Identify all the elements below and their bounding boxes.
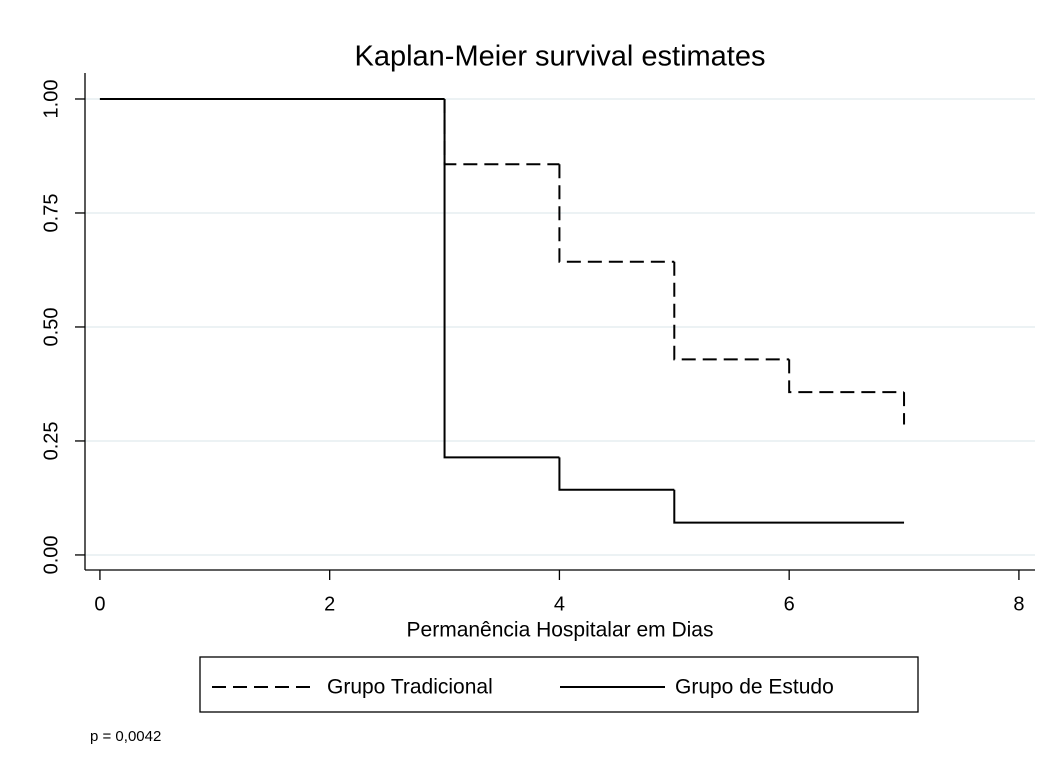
survival-step [673,489,905,524]
chart-title: Kaplan-Meier survival estimates [355,41,766,73]
legend-label: Grupo de Estudo [675,676,834,699]
survival-step [443,98,560,459]
x-axis-label: Permanência Hospitalar em Dias [407,619,714,642]
survival-step [558,164,675,263]
survival-step [558,457,675,491]
x-tick-label: 4 [554,593,565,615]
y-tick-label: 1.00 [40,80,62,119]
survival-step [673,261,790,361]
y-tick-label: 0.00 [40,535,62,574]
x-tick-label: 0 [94,593,105,615]
legend-box [199,656,919,713]
x-tick-label: 8 [1013,593,1024,615]
x-tick-label: 6 [784,593,795,615]
annotation: p = 0,0042 [90,728,161,745]
y-tick-label: 0.50 [40,308,62,347]
survival-step [788,359,905,394]
y-tick-label: 0.25 [40,421,62,460]
legend-label: Grupo Tradicional [327,676,493,699]
x-tick-label: 2 [324,593,335,615]
y-tick-label: 0.75 [40,194,62,233]
survival-step [443,98,560,166]
